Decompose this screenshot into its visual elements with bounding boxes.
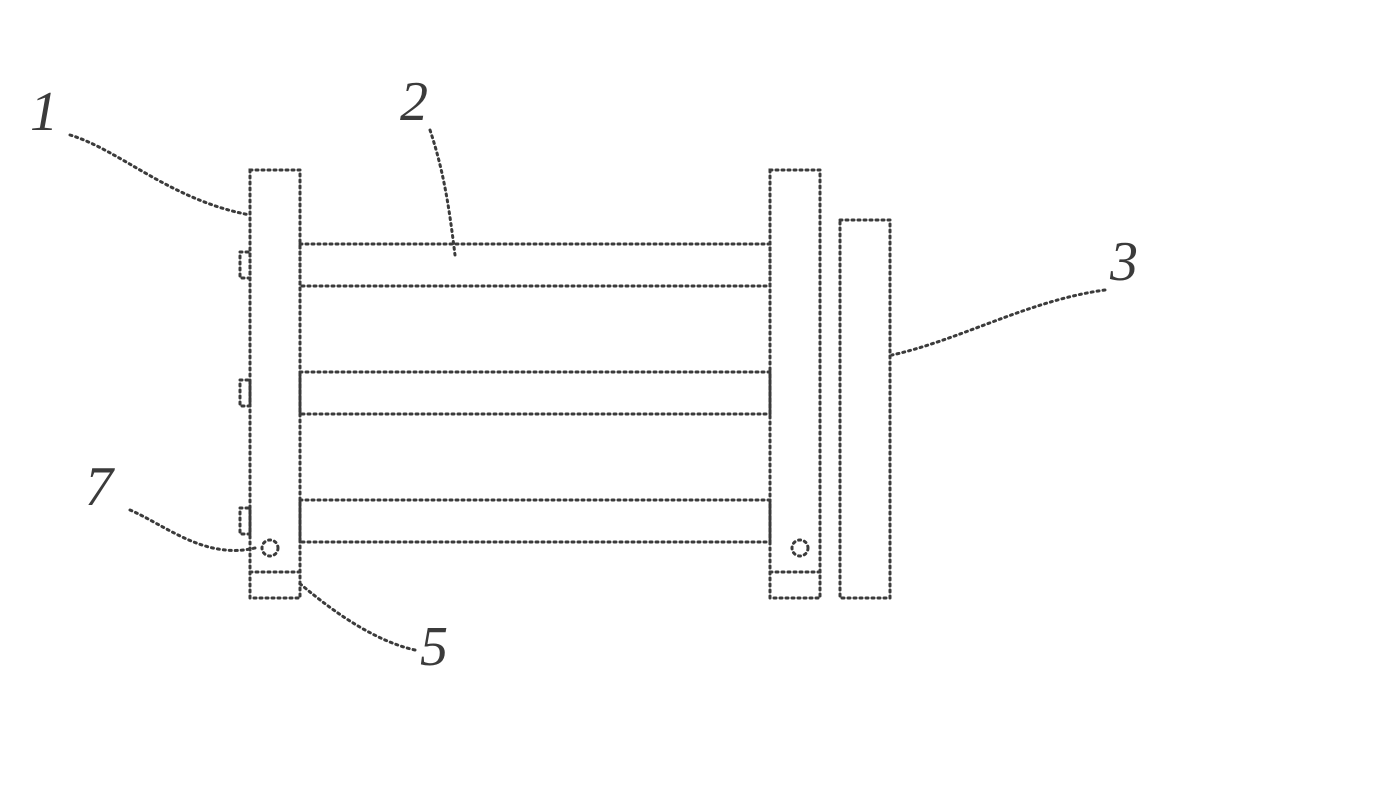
left-flange [250, 170, 300, 598]
labels-group: 1 2 3 5 7 [30, 71, 1138, 678]
label-5: 5 [420, 616, 448, 678]
label-2: 2 [400, 71, 428, 133]
bar-bot [300, 500, 770, 542]
patent-figure: 1 2 3 5 7 [0, 0, 1400, 800]
extra-plate [840, 220, 890, 598]
leader-3 [892, 290, 1105, 355]
hole-right [792, 540, 808, 556]
bar-top [300, 244, 770, 286]
leader-7 [130, 510, 255, 550]
hole-left [262, 540, 278, 556]
left-nub-1 [240, 252, 250, 278]
label-1: 1 [30, 81, 58, 143]
leader-lines [70, 130, 1105, 650]
label-3: 3 [1109, 231, 1138, 293]
leader-1 [70, 135, 250, 215]
label-7: 7 [85, 456, 115, 518]
bar-mid [300, 372, 770, 414]
leader-5 [298, 582, 415, 650]
drawing-group [240, 170, 890, 598]
right-flange [770, 170, 820, 598]
leader-2 [430, 130, 455, 255]
